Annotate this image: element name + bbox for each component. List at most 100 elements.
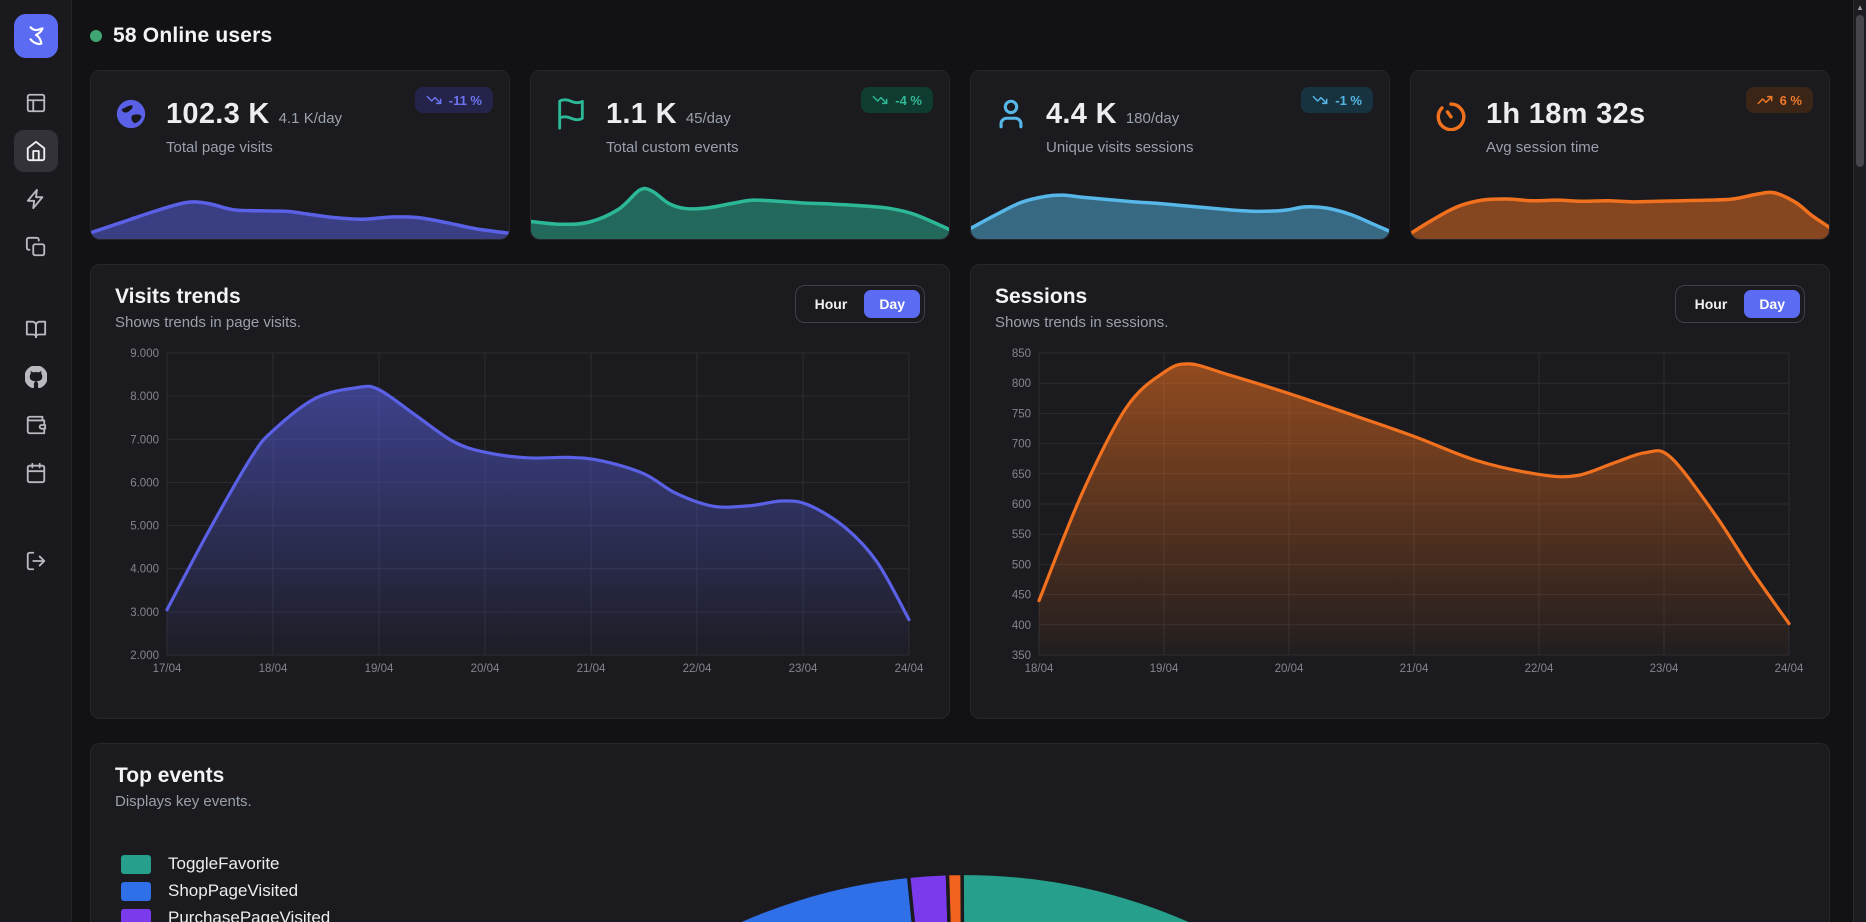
stat-card-custom-events: 1.1 K 45/day Total custom events -4 % <box>530 70 950 240</box>
layout-icon <box>26 93 45 113</box>
sessions-chart: 350 400 450 500 550 600 650 700 750 800 850 18/04 19… <box>995 343 1805 685</box>
svg-text:23/04: 23/04 <box>789 663 818 675</box>
sidebar-item-home[interactable] <box>13 130 58 172</box>
sessions-interval-toggle: Hour Day <box>1674 285 1805 323</box>
svg-text:850: 850 <box>1012 348 1031 360</box>
sidebar-item-events[interactable] <box>14 178 58 220</box>
svg-text:750: 750 <box>1012 408 1031 420</box>
svg-text:400: 400 <box>1012 620 1031 632</box>
svg-text:800: 800 <box>1012 378 1031 390</box>
sidebar-item-calendar[interactable] <box>14 452 58 494</box>
svg-text:20/04: 20/04 <box>471 663 500 675</box>
svg-text:19/04: 19/04 <box>1150 663 1179 675</box>
svg-text:18/04: 18/04 <box>259 663 288 675</box>
scrollbar-up-arrow[interactable]: ▲ <box>1856 2 1864 12</box>
visits-trends-panel: Visits trends Shows trends in page visit… <box>90 264 950 719</box>
svg-text:500: 500 <box>1012 559 1031 571</box>
svg-text:22/04: 22/04 <box>683 663 712 675</box>
online-users-header: 58 Online users <box>90 16 1830 56</box>
trend-badge: -11 % <box>414 87 493 113</box>
trending-down-icon <box>872 95 888 105</box>
pie-legend: ToggleFavorite ShopPageVisited PurchaseP… <box>121 854 330 922</box>
vertical-scrollbar[interactable]: ▲ <box>1853 0 1866 922</box>
svg-text:4.000: 4.000 <box>130 564 159 576</box>
custom-events-sparkline-chart <box>531 175 949 239</box>
legend-label: ShopPageVisited <box>168 881 299 900</box>
trend-badge: -1 % <box>1301 87 1373 113</box>
charts-row: Visits trends Shows trends in page visit… <box>90 264 1830 719</box>
stat-card-unique-sessions: 4.4 K 180/day Unique visits sessions -1 … <box>970 70 1390 240</box>
stat-per-day: 45/day <box>685 109 731 127</box>
scrollbar-thumb[interactable] <box>1856 15 1864 167</box>
stat-value: 4.4 K <box>1046 97 1117 130</box>
svg-text:2.000: 2.000 <box>130 650 159 662</box>
copy-icon <box>25 236 45 257</box>
wallet-icon <box>26 415 46 435</box>
svg-text:9.000: 9.000 <box>130 348 159 360</box>
svg-text:350: 350 <box>1012 650 1031 662</box>
online-users-count: 58 Online users <box>113 24 273 47</box>
stat-label: Unique visits sessions <box>1046 139 1194 156</box>
svg-text:21/04: 21/04 <box>1400 663 1429 675</box>
trend-badge-value: -4 % <box>895 92 922 108</box>
svg-text:20/04: 20/04 <box>1275 663 1304 675</box>
sidebar-item-layout[interactable] <box>14 82 58 124</box>
visits-interval-toggle: Hour Day <box>794 285 925 323</box>
svg-text:700: 700 <box>1012 439 1031 451</box>
panel-title: Top events <box>115 764 225 787</box>
stat-card-page-visits: 102.3 K 4.1 K/day Total page visits -11 … <box>90 70 510 240</box>
panel-title: Visits trends <box>115 285 241 308</box>
sessions-toggle-hour[interactable]: Hour <box>1680 290 1743 318</box>
svg-text:450: 450 <box>1012 590 1031 602</box>
svg-text:550: 550 <box>1012 529 1031 541</box>
trending-down-icon <box>426 95 442 105</box>
stat-cards-row: 102.3 K 4.1 K/day Total page visits -11 … <box>90 70 1830 240</box>
trend-badge-value: -11 % <box>448 92 482 108</box>
panel-subtitle: Shows trends in sessions. <box>995 314 1169 331</box>
user-icon <box>993 96 1029 132</box>
sidebar-item-pages[interactable] <box>14 226 58 268</box>
svg-text:600: 600 <box>1012 499 1031 511</box>
visits-toggle-hour[interactable]: Hour <box>800 290 863 318</box>
svg-text:8.000: 8.000 <box>130 391 159 403</box>
svg-text:5.000: 5.000 <box>130 521 159 533</box>
sidebar-item-github[interactable] <box>14 356 58 398</box>
trend-badge: -4 % <box>861 87 933 113</box>
svg-text:22/04: 22/04 <box>1525 663 1554 675</box>
stat-per-day: 180/day <box>1125 109 1180 127</box>
timer-icon <box>1433 96 1469 132</box>
sessions-toggle-day[interactable]: Day <box>1744 290 1800 318</box>
legend-item-purchasepagevisited[interactable]: PurchasePageVisited <box>121 908 330 922</box>
svg-text:17/04: 17/04 <box>153 663 182 675</box>
main-content: 58 Online users 102.3 K 4.1 K/day <box>72 0 1866 922</box>
top-events-panel: Top events Displays key events. ToggleFa… <box>90 743 1830 922</box>
legend-swatch <box>121 881 151 901</box>
visits-toggle-day[interactable]: Day <box>864 290 920 318</box>
trending-up-icon <box>1757 95 1772 105</box>
globe-icon <box>113 96 149 132</box>
sidebar-item-billing[interactable] <box>14 404 58 446</box>
stat-value: 1.1 K <box>606 97 677 130</box>
logo-icon <box>29 26 44 46</box>
panel-subtitle: Shows trends in page visits. <box>115 314 301 331</box>
stat-label: Avg session time <box>1486 139 1600 156</box>
github-icon <box>24 366 47 388</box>
sessions-panel: Sessions Shows trends in sessions. Hour … <box>970 264 1830 719</box>
svg-text:24/04: 24/04 <box>1775 663 1804 675</box>
stat-per-day: 4.1 K/day <box>278 109 343 127</box>
svg-text:19/04: 19/04 <box>365 663 394 675</box>
stat-card-avg-session: 1h 18m 32s Avg session time 6 % <box>1410 70 1830 240</box>
sidebar-item-docs[interactable] <box>14 308 58 350</box>
legend-item-shoppagevisited[interactable]: ShopPageVisited <box>121 881 330 901</box>
sidebar <box>0 0 72 922</box>
page-visits-sparkline-chart <box>91 175 509 239</box>
app-logo[interactable] <box>13 14 58 58</box>
legend-label: PurchasePageVisited <box>168 908 331 922</box>
logout-button[interactable] <box>14 540 58 582</box>
stat-value: 102.3 K <box>166 97 270 130</box>
logout-icon <box>26 551 45 571</box>
svg-text:21/04: 21/04 <box>577 663 606 675</box>
legend-item-togglefavorite[interactable]: ToggleFavorite <box>121 854 330 874</box>
home-icon <box>26 140 45 162</box>
stat-label: Total custom events <box>606 139 739 156</box>
